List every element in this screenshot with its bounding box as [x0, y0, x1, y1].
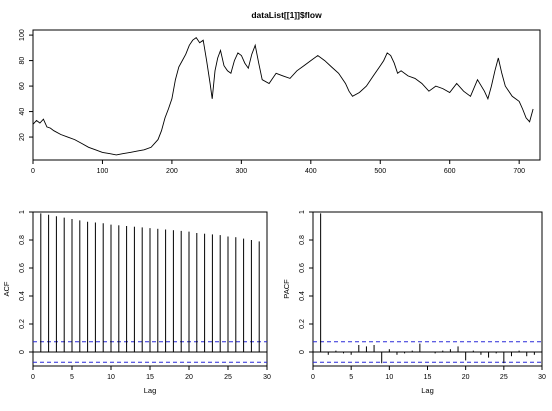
x-tick-label: 100	[97, 168, 109, 175]
y-tick-label: 100	[19, 29, 26, 41]
y-tick-label: 80	[19, 57, 26, 65]
y-tick-label: 0	[19, 350, 26, 354]
x-tick-label: 0	[311, 374, 315, 381]
y-tick-label: 40	[19, 108, 26, 116]
time-series-plot: dataList[[1]]$flow 0 100 200 300 400 500 600 700…	[19, 10, 541, 175]
x-tick-label: 700	[513, 168, 525, 175]
x-tick-label: 15	[146, 374, 154, 381]
x-tick-label: 25	[500, 374, 508, 381]
x-tick-label: 300	[236, 168, 248, 175]
y-axis-label: PACF	[282, 279, 291, 299]
x-axis-label: Lag	[144, 386, 157, 395]
x-tick-label: 20	[185, 374, 193, 381]
y-tick-label: 0.6	[299, 263, 306, 273]
y-tick-label: 0.8	[19, 235, 26, 245]
x-tick-label: 30	[263, 374, 271, 381]
y-tick-label: 20	[19, 133, 26, 141]
x-tick-label: 30	[538, 374, 546, 381]
series-line	[32, 36, 534, 156]
x-tick-label: 20	[462, 374, 470, 381]
x-tick-label: 0	[31, 168, 35, 175]
plot-frame	[32, 29, 541, 161]
x-tick-label: 200	[166, 168, 178, 175]
y-tick-label: 0.6	[19, 263, 26, 273]
y-tick-label: 1	[19, 210, 26, 214]
x-tick-label: 600	[444, 168, 456, 175]
x-tick-label: 10	[385, 374, 393, 381]
x-tick-label: 500	[374, 168, 386, 175]
x-tick-label: 5	[349, 374, 353, 381]
x-tick-label: 400	[305, 168, 317, 175]
y-tick-label: 0.4	[299, 291, 306, 301]
y-tick-label: 0.2	[19, 319, 26, 329]
x-tick-label: 10	[107, 374, 115, 381]
chart-title: dataList[[1]]$flow	[251, 10, 322, 20]
x-tick-label: 0	[31, 374, 35, 381]
pacf-plot: 0 5 10 15 20 25 30 0 0.2 0.4 0.6 0.8 1 Lag PACF	[282, 210, 546, 395]
y-tick-label: 1	[299, 210, 306, 214]
x-tick-label: 25	[224, 374, 232, 381]
plot-frame	[312, 211, 543, 367]
acf-plot: 0 5 10 15 20 25 30 0 0.2 0.4 0.6 0.8 1 Lag ACF	[2, 210, 271, 395]
y-tick-label: 60	[19, 82, 26, 90]
x-tick-label: 5	[70, 374, 74, 381]
y-tick-label: 0.2	[299, 319, 306, 329]
y-tick-label: 0	[299, 350, 306, 354]
x-tick-label: 15	[424, 374, 432, 381]
y-tick-label: 0.4	[19, 291, 26, 301]
y-tick-label: 0.8	[299, 235, 306, 245]
x-axis-label: Lag	[421, 386, 434, 395]
y-axis-label: ACF	[2, 281, 11, 296]
